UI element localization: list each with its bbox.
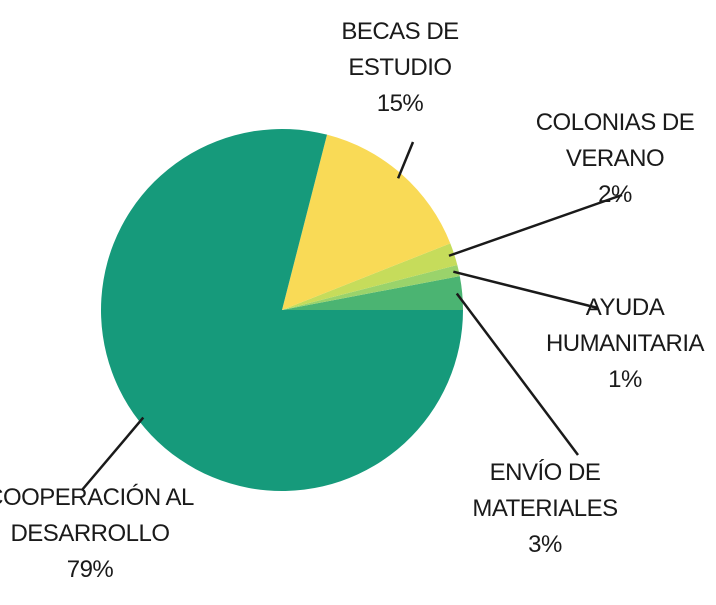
pie-slice	[282, 264, 460, 310]
value-label: 79%	[66, 556, 114, 583]
slice-label: COLONIAS DE VERANO 2%	[515, 105, 715, 213]
leader-line	[448, 193, 623, 257]
value-label: 2%	[598, 181, 632, 208]
slice-label: BECAS DE ESTUDIO 15%	[325, 14, 475, 122]
pie-slice	[282, 243, 458, 310]
value-label: 15%	[376, 90, 424, 117]
pie-slice	[282, 134, 451, 310]
leader-line	[396, 141, 415, 179]
slice-label: ENVÍO DE MATERIALES 3%	[455, 455, 635, 563]
category-label: COOPERACIÓN AL DESARROLLO	[0, 484, 194, 547]
category-label: ENVÍO DE MATERIALES	[472, 459, 618, 522]
leader-line	[453, 270, 599, 310]
category-label: BECAS DE ESTUDIO	[341, 18, 459, 81]
pie-slice	[101, 129, 464, 492]
slice-label: AYUDA HUMANITARIA 1%	[525, 290, 716, 398]
leader-line	[455, 292, 579, 456]
value-label: 3%	[528, 531, 562, 558]
slice-label: COOPERACIÓN AL DESARROLLO 79%	[0, 480, 205, 588]
value-label: 1%	[608, 366, 642, 393]
leader-line	[81, 416, 145, 491]
category-label: AYUDA HUMANITARIA	[545, 294, 705, 357]
category-label: COLONIAS DE VERANO	[535, 109, 695, 172]
pie-slice	[282, 276, 463, 310]
